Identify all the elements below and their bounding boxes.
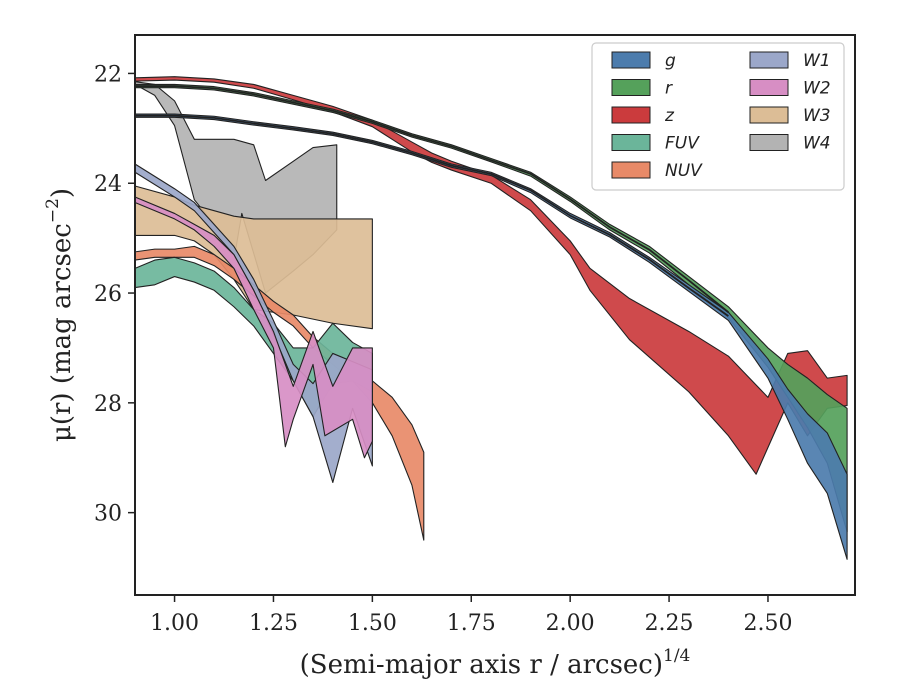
legend-label: W2 [803, 79, 831, 99]
y-tick-label: 26 [94, 282, 122, 307]
y-tick-label: 28 [94, 392, 122, 417]
x-axis-label: (Semi-major axis r / arcsec)1/4 [300, 646, 691, 680]
outline-r [135, 85, 729, 313]
x-tick-label: 1.25 [249, 611, 298, 636]
legend-swatch [611, 51, 651, 69]
outline-g [135, 114, 729, 317]
legend-swatch [611, 161, 651, 179]
legend-swatch [611, 106, 651, 124]
legend-label: W4 [803, 134, 831, 154]
x-tick-label: 2.00 [546, 611, 595, 636]
legend-swatch [611, 79, 651, 96]
y-tick-label: 22 [94, 62, 122, 87]
y-tick-label: 24 [94, 172, 122, 197]
legend-label: z [664, 106, 675, 126]
legend-label: FUV [665, 134, 700, 154]
x-tick-label: 1.50 [348, 611, 397, 636]
legend-label: W1 [803, 51, 831, 71]
y-ticks: 22 24 26 28 30 [94, 62, 135, 527]
x-tick-label: 1.00 [150, 611, 199, 636]
y-tick-label: 30 [94, 502, 122, 527]
x-tick-label: 2.25 [645, 611, 694, 636]
legend-label: NUV [665, 161, 703, 181]
x-tick-label: 2.50 [743, 611, 792, 636]
legend: grz FUV NUV W1 W2 W3 W4 [591, 42, 845, 191]
legend-swatch [611, 134, 651, 151]
profile-bands [134, 76, 848, 560]
legend-swatch [749, 134, 789, 151]
band-w3 [134, 185, 373, 330]
y-axis-label: μ(r) (mag arcsec−2) [43, 188, 77, 442]
band-w2 [134, 196, 373, 459]
legend-label: g [665, 51, 676, 71]
legend-swatch [749, 51, 789, 69]
legend-label: W3 [803, 106, 831, 126]
band-w1 [134, 163, 373, 484]
legend-swatch [749, 79, 789, 96]
x-ticks: 1.00 1.25 1.50 1.75 2.00 2.25 2.50 [150, 595, 792, 636]
band-z [134, 76, 848, 475]
band-g [134, 113, 848, 560]
legend-swatch [749, 106, 789, 124]
x-tick-label: 1.75 [447, 611, 496, 636]
legend-label: r [665, 79, 673, 99]
plot-frame [134, 34, 856, 596]
